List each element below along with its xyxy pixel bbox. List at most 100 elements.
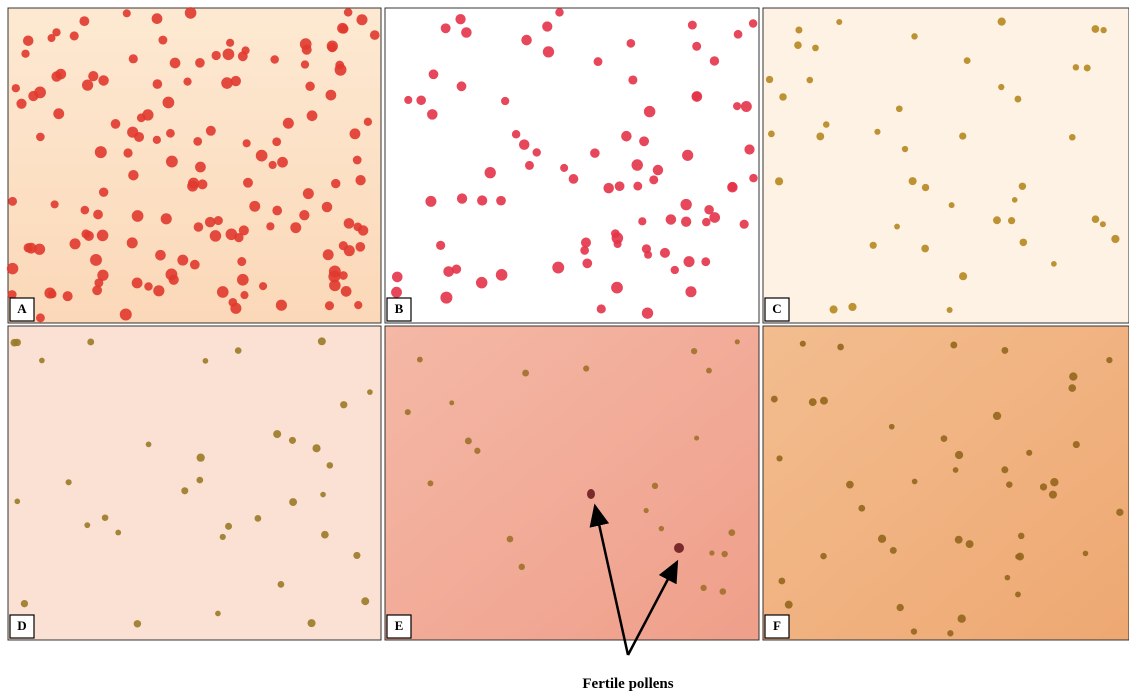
pollen [276,300,287,311]
pollen [115,530,121,536]
pollen [350,128,361,139]
pollen [166,156,178,168]
pollen [79,16,89,26]
pollen [21,600,28,607]
annotation: Fertile pollens [582,676,673,692]
pollen [525,161,534,170]
pollen [429,69,439,79]
pollen [809,398,817,406]
panel: C [763,8,1129,323]
pollen [185,7,197,19]
pollen [290,222,301,233]
pollen [642,307,653,318]
pollen [223,48,235,60]
pollen [959,132,966,139]
panel-label: D [17,618,26,633]
pollen [325,301,334,310]
pollen [776,455,782,461]
pollen [768,130,775,137]
pollen [680,199,691,210]
pollen [1084,65,1091,72]
pollen [273,430,281,438]
pollen [364,118,372,126]
pollen [785,601,793,609]
pollen [193,137,202,146]
pollen [1040,483,1047,490]
pollen [337,23,348,34]
pollen [323,249,334,260]
pollen [749,174,758,183]
pollen [735,339,740,344]
pollen [183,78,191,86]
fertile-pollen [674,543,684,553]
pollen [1050,478,1058,486]
pollen [457,193,467,203]
pollen [256,150,268,162]
pollen [457,81,467,91]
pollen [659,526,664,531]
pollen [1019,183,1026,190]
panel-label: F [773,618,781,633]
pollen [123,9,131,17]
pollen [955,536,963,544]
pollen [187,181,198,192]
pollen [215,611,221,617]
panel-label: E [395,618,404,633]
pollen [70,238,81,249]
pollen [278,581,285,588]
pollen [912,479,918,485]
pollen [848,303,856,311]
pollen [496,196,506,206]
pollen [367,389,373,395]
pollen [611,229,620,238]
pollen [12,84,20,92]
pollen [195,162,206,173]
pollen [144,282,152,290]
pollen [231,76,241,86]
pollen [299,210,309,220]
pollen [339,271,348,280]
pollen [353,552,360,559]
pollen [778,578,785,585]
pollen [1069,134,1076,141]
panel-image [385,8,759,323]
pollen [427,480,433,486]
pollen [354,301,362,309]
pollen [66,479,72,485]
pollen [1001,466,1008,473]
pollen [485,167,496,178]
pollen [496,269,508,281]
pollen [123,148,132,157]
pollen [308,619,316,627]
pollen [874,129,880,135]
pollen [81,206,90,215]
pollen [653,165,663,175]
pollen [795,26,802,33]
pollen [303,188,314,199]
pollen [691,348,697,354]
pollen [603,183,614,194]
figure: ABCDEF Fertile pollens [0,0,1129,695]
pollen [370,30,380,40]
pollen [684,256,695,267]
pollen [1051,261,1057,267]
pollen [210,230,222,242]
pollen [355,242,365,252]
pollen [477,195,487,205]
pollen [270,55,279,64]
pollen [358,225,368,235]
pollen [749,19,757,27]
pollen [53,108,64,119]
pollen [81,229,90,238]
pollen [255,515,262,522]
pollen [878,535,886,543]
pollen [682,150,693,161]
pollen [13,339,20,346]
panel: B [385,8,759,323]
pollen [702,218,710,226]
pollen [666,214,677,225]
pollen [947,630,953,636]
pollen [555,8,563,16]
pollen [949,202,955,208]
pollen [543,46,554,57]
